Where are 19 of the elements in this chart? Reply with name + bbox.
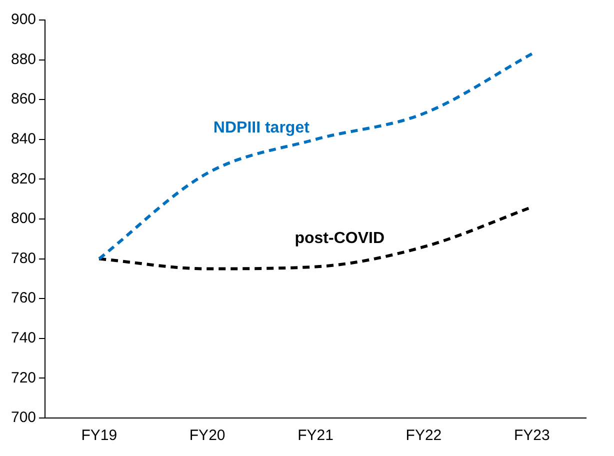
x-tick-label: FY19	[81, 427, 118, 444]
series-label: NDPIII target	[213, 120, 310, 137]
y-tick-label: 740	[10, 330, 36, 347]
x-tick-label: FY23	[514, 427, 550, 444]
y-tick-label: 900	[10, 11, 36, 28]
y-tick-label: 820	[10, 170, 36, 188]
y-tick-label: 780	[10, 250, 36, 267]
y-tick-label: 720	[10, 369, 36, 386]
series-label: post-COVID	[294, 230, 384, 248]
line-series	[98, 52, 534, 260]
x-tick-label: FY21	[298, 427, 334, 444]
y-tick-label: 860	[10, 90, 36, 108]
y-tick-label: 760	[10, 290, 36, 307]
y-tick-label: 800	[10, 210, 36, 228]
y-tick-label: 840	[10, 130, 36, 148]
x-tick-label: FY22	[406, 427, 442, 444]
y-tick-label: 880	[10, 50, 36, 68]
y-tick-label: 700	[10, 409, 36, 426]
x-tick-label: FY20	[189, 427, 226, 444]
